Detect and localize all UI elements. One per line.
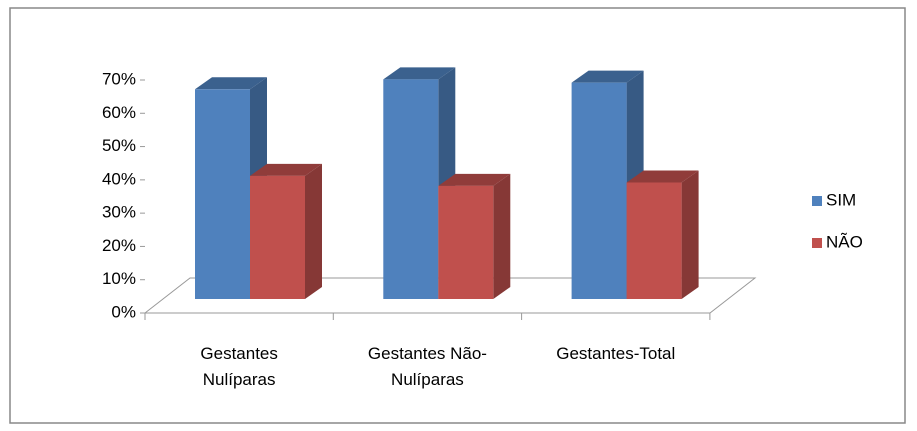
bar-side [305,163,322,299]
bar [383,79,439,299]
bar-side [493,173,511,299]
x-tick-label: Gestantes-Total [556,344,676,363]
bar [626,182,682,299]
y-tick-label: 50% [102,136,136,155]
bar [250,175,305,299]
x-tick-label: Gestantes Não-Nulíparas [367,344,487,389]
bar [438,185,494,299]
bar-top [195,77,267,90]
y-tick-label: 0% [111,302,136,321]
y-tick-label: 70% [102,69,136,88]
x-tick-label: Gestantes Nulíparas [200,344,278,389]
bar-top [438,173,511,186]
bar [571,82,627,300]
bar-top [383,67,456,80]
legend-swatch [812,196,822,206]
legend-label: SIM [826,190,856,209]
bar-side [681,170,699,299]
y-tick-label: 40% [102,169,136,188]
y-tick-label: 10% [102,269,136,288]
legend-label: NÃO [826,232,863,251]
bar-top [250,163,322,176]
y-tick-label: 20% [102,236,136,255]
bar-top [571,70,644,83]
bar-top [626,170,699,183]
y-tick-label: 60% [102,103,136,122]
y-tick-label: 30% [102,203,136,222]
bar [195,89,250,299]
legend-swatch [812,238,822,248]
